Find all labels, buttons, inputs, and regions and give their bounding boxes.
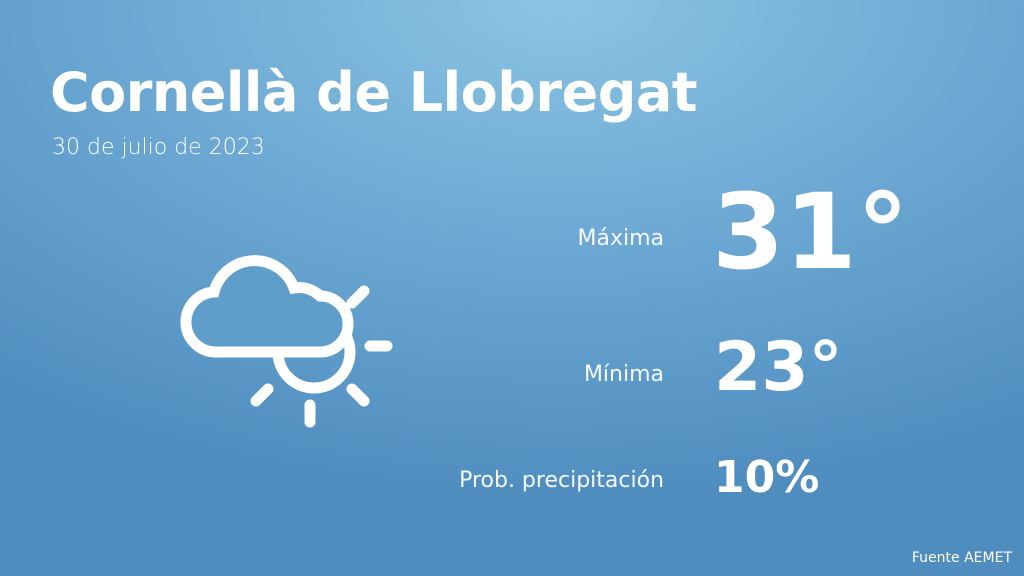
forecast-date: 30 de julio de 2023 bbox=[52, 135, 265, 160]
max-label: Máxima bbox=[577, 226, 664, 251]
min-label: Mínima bbox=[583, 362, 664, 387]
max-temperature: 31° bbox=[712, 171, 909, 293]
precipitation-label: Prob. precipitación bbox=[459, 468, 664, 493]
source-credit: Fuente AEMET bbox=[911, 550, 1012, 566]
min-temperature: 23° bbox=[714, 328, 843, 407]
precipitation-value: 10% bbox=[714, 452, 820, 503]
city-title: Cornellà de Llobregat bbox=[50, 61, 698, 124]
